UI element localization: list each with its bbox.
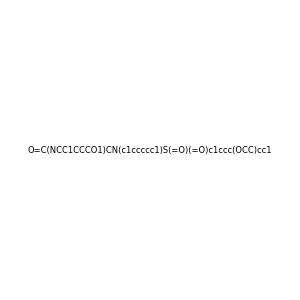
- Text: O=C(NCC1CCCO1)CN(c1ccccc1)S(=O)(=O)c1ccc(OCC)cc1: O=C(NCC1CCCO1)CN(c1ccccc1)S(=O)(=O)c1ccc…: [28, 146, 272, 154]
